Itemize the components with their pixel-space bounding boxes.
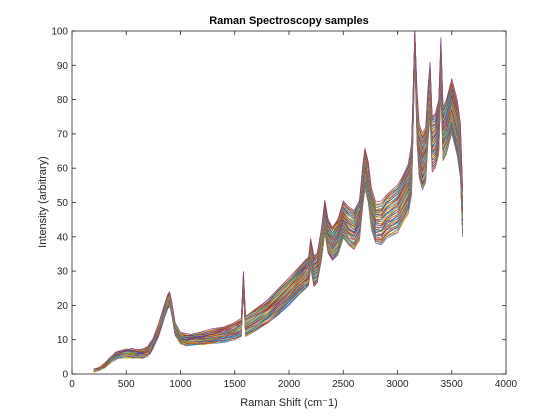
x-axis-label: Raman Shift (cm⁻1) xyxy=(240,397,338,409)
x-tick-label: 2000 xyxy=(278,379,301,390)
x-tick-label: 4000 xyxy=(495,379,518,390)
y-axis-label: Intensity (arbitrary) xyxy=(37,156,49,248)
plot-area xyxy=(72,31,506,374)
x-tick-label: 1000 xyxy=(169,379,192,390)
y-tick-label: 70 xyxy=(57,129,69,140)
y-tick-label: 20 xyxy=(57,301,69,312)
y-tick-label: 100 xyxy=(51,27,68,38)
y-tick-label: 30 xyxy=(57,267,69,278)
y-tick-label: 60 xyxy=(57,164,69,175)
spectrum-line xyxy=(93,30,463,371)
x-tick-label: 0 xyxy=(69,379,75,390)
series-layer xyxy=(93,30,463,373)
y-tick-label: 0 xyxy=(62,370,68,381)
chart-title: Raman Spectroscopy samples xyxy=(209,15,369,27)
x-tick-label: 1500 xyxy=(224,379,247,390)
y-tick-label: 10 xyxy=(57,335,69,346)
y-ticks: 0 10 20 30 40 50 60 70 80 90 100 xyxy=(51,27,506,381)
y-tick-label: 40 xyxy=(57,232,69,243)
y-tick-label: 90 xyxy=(57,61,69,72)
spectrum-line xyxy=(93,30,463,371)
y-tick-label: 50 xyxy=(57,198,69,209)
spectrum-line xyxy=(93,30,463,370)
x-ticks: 0 500 1000 1500 2000 2500 3000 3500 4000 xyxy=(69,31,518,390)
x-tick-label: 3500 xyxy=(441,379,464,390)
y-tick-label: 80 xyxy=(57,95,69,106)
x-tick-label: 500 xyxy=(118,379,135,390)
x-tick-label: 3000 xyxy=(386,379,409,390)
x-tick-label: 2500 xyxy=(332,379,355,390)
